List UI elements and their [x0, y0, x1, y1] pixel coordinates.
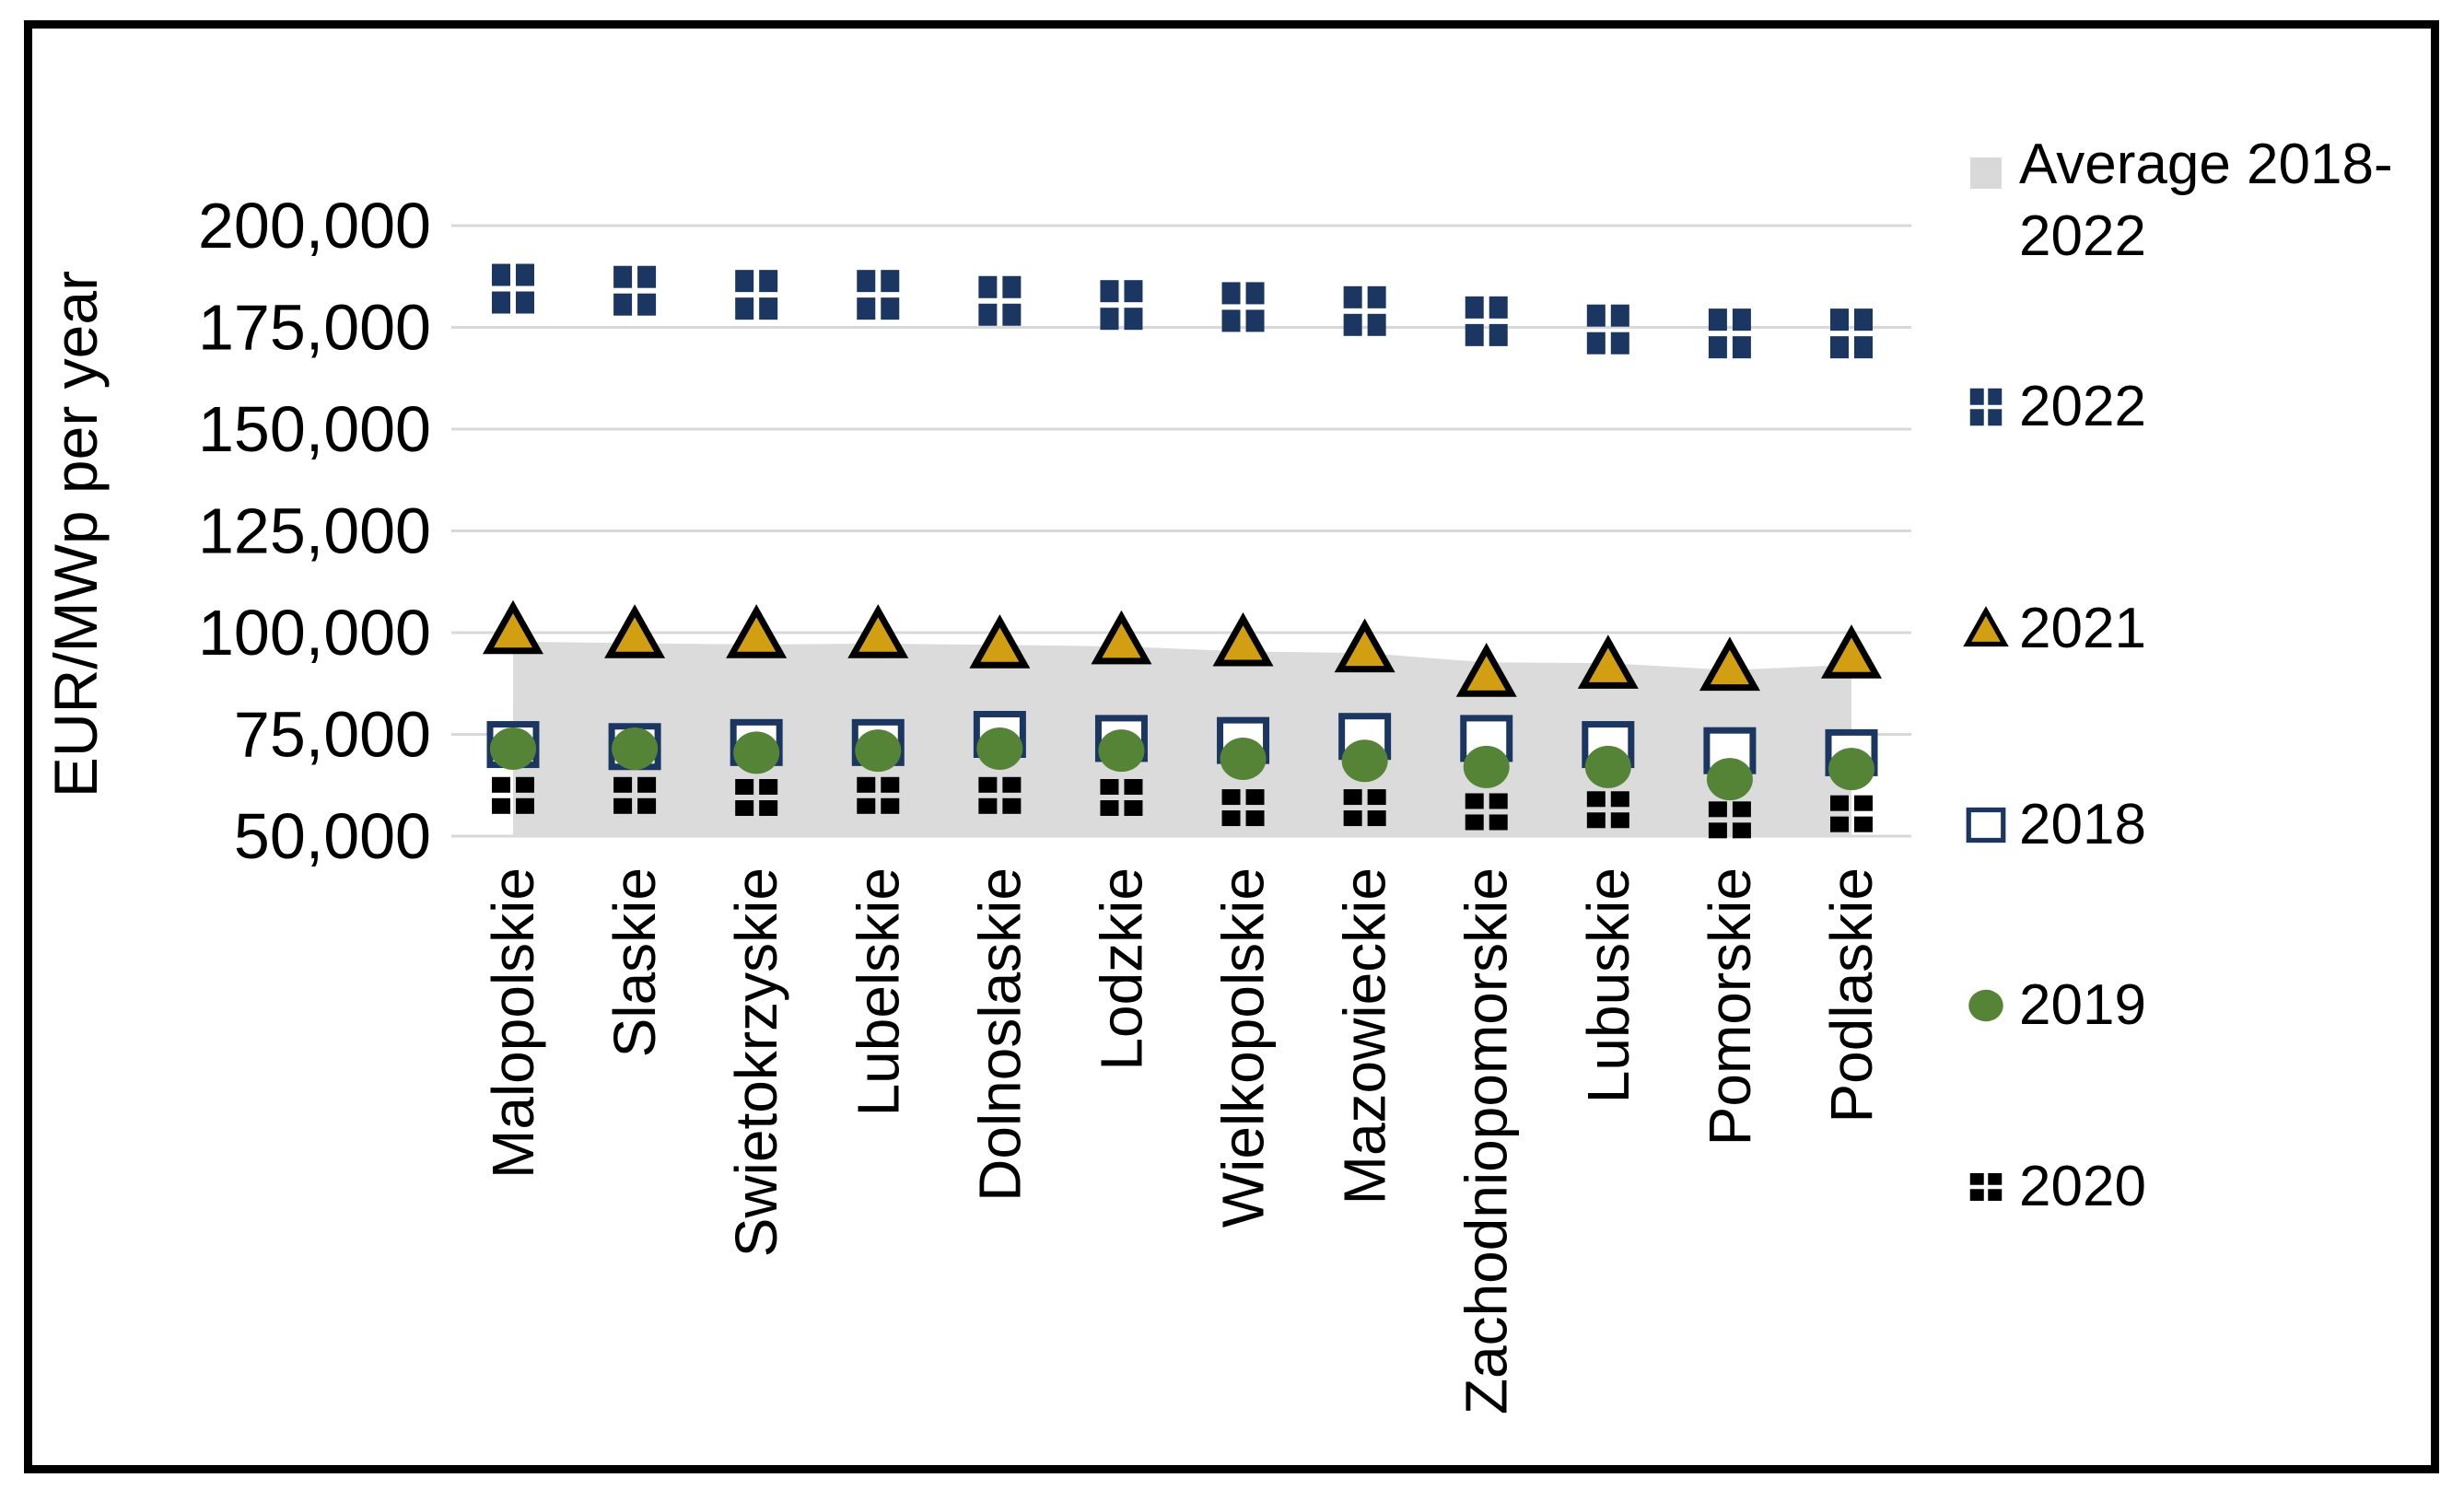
- marker-2022: [978, 275, 1022, 326]
- x-category-label: Zachodniopomorskie: [1454, 867, 1520, 1414]
- marker-2019: [490, 727, 536, 770]
- y-tick-label: 50,000: [234, 800, 431, 872]
- legend-item-average-2018-2022: Average 2018-2022: [1962, 129, 2452, 272]
- marker-2020: [857, 776, 900, 814]
- y-tick-label: 200,000: [198, 190, 431, 262]
- marker-2022: [1343, 285, 1386, 336]
- marker-2019: [1828, 748, 1874, 791]
- marker-2020: [1465, 793, 1508, 831]
- marker-2019: [1220, 738, 1267, 781]
- x-category-label: Dolnoslaskie: [966, 867, 1033, 1202]
- chart-border: [24, 20, 2439, 1473]
- marker-2019: [976, 727, 1023, 770]
- legend-marker-2022: [1969, 388, 2003, 426]
- legend-label: 2022: [2019, 375, 2146, 439]
- marker-2022: [613, 265, 657, 316]
- marker-2020: [1100, 779, 1143, 817]
- y-tick-label: 100,000: [198, 597, 431, 669]
- marker-2021: [1212, 611, 1274, 667]
- legend-label: 2018: [2019, 793, 2146, 857]
- marker-2020: [1586, 791, 1629, 829]
- marker-2021: [726, 604, 788, 658]
- marker-2021: [1091, 610, 1152, 665]
- marker-2019: [1706, 758, 1753, 801]
- marker-2022: [1586, 304, 1629, 355]
- legend-marker-average-2018-2022: [1970, 157, 2002, 189]
- x-category-label: Malopolskie: [480, 867, 546, 1179]
- marker-2022: [1830, 308, 1873, 359]
- marker-average-2018-2022: [1970, 157, 2002, 189]
- marker-2021: [1455, 643, 1517, 697]
- legend-item-2022: 2022: [1962, 370, 2146, 444]
- marker-2021: [1577, 634, 1639, 689]
- marker-2019: [1098, 729, 1145, 773]
- marker-2022: [1465, 296, 1508, 346]
- marker-2018: [1966, 807, 2006, 844]
- legend-label: 2019: [2019, 973, 2146, 1038]
- marker-2021: [604, 604, 666, 658]
- average-area: [513, 641, 1851, 836]
- marker-2020: [735, 779, 778, 817]
- marker-2020: [1708, 801, 1751, 839]
- x-category-label: Lubuskie: [1575, 867, 1641, 1103]
- marker-2022: [857, 270, 900, 320]
- marker-2020: [1221, 789, 1265, 827]
- legend-label: 2021: [2019, 597, 2146, 661]
- marker-2019: [612, 727, 659, 770]
- legend-item-2020: 2020: [1962, 1150, 2146, 1224]
- x-category-label: Wielkopolskie: [1210, 867, 1277, 1228]
- marker-2021: [1699, 636, 1760, 692]
- y-axis-title: EUR/MWp per year: [41, 271, 110, 797]
- marker-2020: [613, 776, 657, 814]
- x-category-label: Lodzkie: [1088, 867, 1154, 1071]
- marker-2019: [1584, 745, 1631, 788]
- marker-2021: [1334, 618, 1395, 673]
- x-category-label: Slaskie: [601, 867, 668, 1057]
- marker-2021: [483, 599, 543, 655]
- marker-2020: [1830, 795, 1873, 832]
- legend-item-2021: 2021: [1962, 592, 2146, 666]
- marker-2021: [1963, 606, 2009, 647]
- marker-2020: [492, 776, 534, 814]
- marker-2022: [1969, 388, 2003, 426]
- marker-2019: [855, 729, 902, 773]
- marker-2020: [1343, 789, 1386, 827]
- marker-2019: [1463, 745, 1510, 788]
- legend-marker-2019: [1968, 989, 2003, 1022]
- y-tick-label: 75,000: [234, 699, 431, 771]
- legend-item-2019: 2019: [1962, 969, 2146, 1042]
- x-category-label: Swietokrzyskie: [723, 867, 789, 1257]
- legend-label: Average 2018-2022: [2019, 133, 2393, 268]
- marker-2019: [1968, 989, 2003, 1022]
- legend-label: 2020: [2019, 1155, 2146, 1219]
- legend-marker-2020: [1969, 1173, 2003, 1201]
- marker-2019: [1341, 739, 1388, 783]
- y-tick-label: 150,000: [198, 393, 431, 465]
- marker-2021: [847, 604, 909, 658]
- x-category-label: Lubelskie: [845, 867, 911, 1116]
- marker-2022: [1221, 282, 1265, 332]
- marker-2020: [978, 776, 1022, 814]
- marker-2019: [733, 731, 780, 774]
- x-category-label: Podlaskie: [1818, 867, 1885, 1123]
- legend-item-2018: 2018: [1962, 788, 2146, 862]
- x-category-label: Pomorskie: [1697, 867, 1763, 1146]
- legend-marker-2021: [1963, 606, 2009, 647]
- y-tick-label: 175,000: [198, 292, 431, 364]
- marker-2022: [1100, 280, 1143, 331]
- x-category-label: Mazowieckie: [1332, 867, 1398, 1204]
- marker-2022: [735, 270, 778, 320]
- marker-2022: [1708, 308, 1751, 359]
- marker-2022: [492, 263, 534, 314]
- marker-2020: [1969, 1173, 2003, 1201]
- legend-marker-2018: [1966, 807, 2006, 844]
- marker-2021: [969, 614, 1031, 669]
- marker-2021: [1821, 624, 1882, 679]
- y-tick-label: 125,000: [198, 495, 431, 567]
